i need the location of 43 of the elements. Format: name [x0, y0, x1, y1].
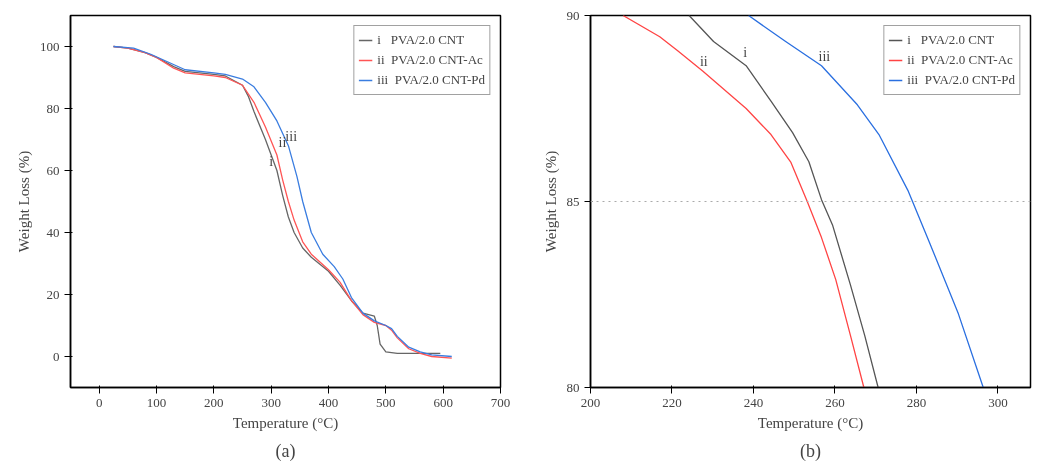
x-tick-label: 0 — [95, 394, 103, 410]
y-tick-label: 20 — [46, 286, 60, 302]
y-axis-title: Weight Loss (%) — [16, 150, 33, 253]
y-tick-label: 40 — [46, 224, 60, 240]
x-axis-title: Temperature (°C) — [232, 414, 339, 432]
y-axis-title: Weight Loss (%) — [542, 150, 560, 253]
annotation: ii — [278, 134, 287, 150]
annotation: iii — [285, 128, 298, 144]
legend-label: i PVA/2.0 CNT — [377, 32, 465, 48]
annotation: iii — [818, 48, 831, 64]
x-tick-label: 100 — [146, 394, 167, 410]
legend-label: iii PVA/2.0 CNT-Pd — [377, 72, 485, 88]
x-tick-label: 280 — [906, 394, 927, 410]
x-tick-label: 200 — [580, 394, 601, 410]
y-tick-label: 80 — [46, 100, 60, 116]
x-tick-label: 300 — [988, 394, 1008, 410]
x-tick-label: 300 — [261, 394, 281, 410]
x-tick-label: 260 — [825, 394, 845, 410]
x-axis-title: Temperature (°C) — [757, 414, 864, 432]
y-tick-label: 90 — [566, 7, 580, 23]
line-series — [688, 15, 879, 388]
line-series — [622, 15, 865, 388]
legend-label: ii PVA/2.0 CNT-Ac — [907, 52, 1013, 68]
x-tick-label: 500 — [376, 394, 396, 410]
y-tick-label: 60 — [46, 162, 60, 178]
x-tick-label: 240 — [743, 394, 764, 410]
legend-label: iii PVA/2.0 CNT-Pd — [907, 72, 1015, 88]
y-tick-label: 100 — [40, 38, 60, 54]
text: (a) — [275, 440, 296, 462]
annotation: ii — [699, 54, 708, 70]
text: (b) — [800, 440, 822, 462]
annotation: i — [743, 45, 748, 60]
x-tick-label: 400 — [318, 394, 339, 410]
x-tick-label: 200 — [204, 394, 224, 410]
y-tick-label: 80 — [566, 379, 580, 395]
legend-label: ii PVA/2.0 CNT-Ac — [377, 52, 483, 68]
annotation: i — [269, 153, 274, 169]
x-tick-label: 600 — [433, 394, 453, 410]
x-tick-label: 700 — [490, 394, 511, 410]
x-tick-label: 220 — [662, 394, 682, 410]
y-tick-label: 0 — [53, 348, 60, 364]
y-tick-label: 85 — [566, 193, 580, 209]
legend-label: i PVA/2.0 CNT — [907, 32, 995, 48]
